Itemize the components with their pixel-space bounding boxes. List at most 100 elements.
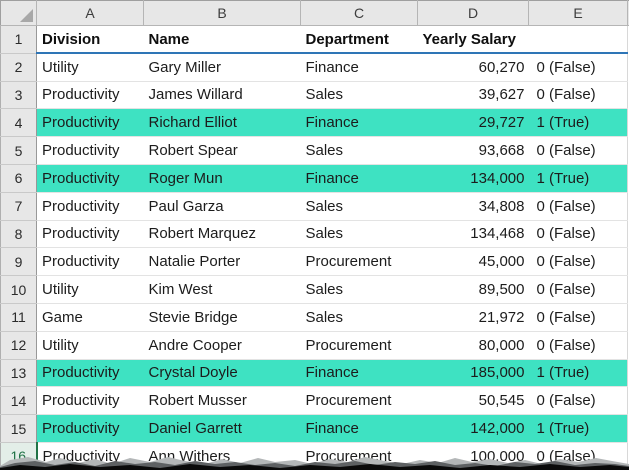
cell-flag[interactable]: 1 (True) — [528, 164, 628, 193]
cell-department[interactable]: Sales — [300, 81, 418, 110]
cell-name[interactable]: Stevie Bridge — [143, 303, 301, 332]
cell-division[interactable]: Productivity — [36, 247, 144, 277]
cell-name[interactable]: Robert Marquez — [143, 220, 301, 249]
cell-name[interactable]: Crystal Doyle — [143, 359, 301, 388]
cell-name[interactable]: Robert Spear — [143, 136, 301, 165]
cell-flag[interactable]: 0 (False) — [528, 247, 628, 277]
cell-salary[interactable]: 185,000 — [417, 359, 529, 388]
cell-division[interactable]: Productivity — [36, 442, 144, 470]
cell-flag[interactable]: 1 (True) — [528, 108, 628, 138]
cell-salary[interactable]: 60,270 — [417, 53, 529, 82]
cell-division[interactable]: Productivity — [36, 136, 144, 165]
cell-flag[interactable]: 0 (False) — [528, 442, 628, 470]
cell-flag[interactable]: 0 (False) — [528, 331, 628, 360]
cell-salary[interactable]: 39,627 — [417, 81, 529, 110]
cell-name[interactable]: Daniel Garrett — [143, 414, 301, 443]
cell-division[interactable]: Game — [36, 303, 144, 332]
row-number[interactable]: 11 — [0, 303, 37, 332]
cell-name[interactable]: Paul Garza — [143, 192, 301, 221]
cell-division[interactable]: Productivity — [36, 386, 144, 416]
cell-header-name[interactable]: Name — [143, 25, 301, 55]
cell-name[interactable]: Gary Miller — [143, 53, 301, 82]
row-number[interactable]: 4 — [0, 108, 37, 138]
cell-division[interactable]: Utility — [36, 331, 144, 360]
cell-name[interactable]: Richard Elliot — [143, 108, 301, 138]
cell-department[interactable]: Procurement — [300, 386, 418, 416]
cell-salary[interactable]: 50,545 — [417, 386, 529, 416]
cell-salary[interactable]: 142,000 — [417, 414, 529, 443]
cell-flag[interactable]: 0 (False) — [528, 136, 628, 165]
cell-department[interactable]: Procurement — [300, 331, 418, 360]
row-number[interactable]: 1 — [0, 25, 37, 54]
row-number[interactable]: 7 — [0, 192, 37, 221]
cell-department[interactable]: Finance — [300, 108, 418, 138]
cell-salary[interactable]: 89,500 — [417, 275, 529, 304]
cell-header-empty[interactable] — [528, 25, 628, 55]
cell-division[interactable]: Productivity — [36, 164, 144, 193]
row-number[interactable]: 12 — [0, 331, 37, 360]
row-number[interactable]: 15 — [0, 414, 37, 443]
cell-name[interactable]: Robert Musser — [143, 386, 301, 416]
cell-division[interactable]: Productivity — [36, 192, 144, 221]
row-number[interactable]: 5 — [0, 136, 37, 165]
cell-salary[interactable]: 134,468 — [417, 220, 529, 249]
cell-department[interactable]: Procurement — [300, 247, 418, 277]
cell-department[interactable]: Finance — [300, 53, 418, 82]
cell-salary[interactable]: 134,000 — [417, 164, 529, 193]
column-header-d[interactable]: D — [417, 0, 529, 26]
cell-flag[interactable]: 0 (False) — [528, 275, 628, 304]
row-number[interactable]: 16 — [0, 442, 38, 470]
column-header-e[interactable]: E — [528, 0, 628, 26]
row-number[interactable]: 6 — [0, 164, 37, 193]
row-number[interactable]: 14 — [0, 386, 37, 416]
cell-division[interactable]: Utility — [36, 53, 144, 82]
cell-header-division[interactable]: Division — [36, 25, 144, 55]
cell-flag[interactable]: 0 (False) — [528, 386, 628, 416]
cell-salary[interactable]: 34,808 — [417, 192, 529, 221]
cell-salary[interactable]: 21,972 — [417, 303, 529, 332]
row-number[interactable]: 2 — [0, 53, 37, 82]
cell-flag[interactable]: 0 (False) — [528, 220, 628, 249]
cell-flag[interactable]: 1 (True) — [528, 359, 628, 388]
cell-flag[interactable]: 0 (False) — [528, 303, 628, 332]
cell-salary[interactable]: 100,000 — [417, 442, 529, 470]
cell-salary[interactable]: 93,668 — [417, 136, 529, 165]
row-number[interactable]: 3 — [0, 81, 37, 110]
cell-department[interactable]: Finance — [300, 359, 418, 388]
cell-department[interactable]: Finance — [300, 164, 418, 193]
cell-name[interactable]: Ann Withers — [143, 442, 301, 470]
cell-department[interactable]: Sales — [300, 303, 418, 332]
cell-name[interactable]: James Willard — [143, 81, 301, 110]
cell-flag[interactable]: 1 (True) — [528, 414, 628, 443]
cell-department[interactable]: Procurement — [300, 442, 418, 470]
cell-name[interactable]: Andre Cooper — [143, 331, 301, 360]
cell-salary[interactable]: 80,000 — [417, 331, 529, 360]
cell-salary[interactable]: 45,000 — [417, 247, 529, 277]
cell-division[interactable]: Productivity — [36, 81, 144, 110]
cell-division[interactable]: Productivity — [36, 220, 144, 249]
cell-division[interactable]: Productivity — [36, 359, 144, 388]
cell-flag[interactable]: 0 (False) — [528, 53, 628, 82]
cell-division[interactable]: Productivity — [36, 108, 144, 138]
row-number[interactable]: 8 — [0, 220, 37, 249]
cell-salary[interactable]: 29,727 — [417, 108, 529, 138]
cell-name[interactable]: Natalie Porter — [143, 247, 301, 277]
cell-division[interactable]: Utility — [36, 275, 144, 304]
select-all-button[interactable] — [0, 0, 37, 26]
column-header-a[interactable]: A — [36, 0, 144, 26]
row-number[interactable]: 9 — [0, 247, 37, 277]
cell-header-salary[interactable]: Yearly Salary — [417, 25, 529, 55]
column-header-b[interactable]: B — [143, 0, 301, 26]
row-number[interactable]: 10 — [0, 275, 37, 304]
cell-name[interactable]: Kim West — [143, 275, 301, 304]
cell-name[interactable]: Roger Mun — [143, 164, 301, 193]
cell-department[interactable]: Sales — [300, 220, 418, 249]
cell-flag[interactable]: 0 (False) — [528, 81, 628, 110]
cell-department[interactable]: Sales — [300, 275, 418, 304]
column-header-c[interactable]: C — [300, 0, 418, 26]
cell-header-department[interactable]: Department — [300, 25, 418, 55]
row-number[interactable]: 13 — [0, 359, 37, 388]
cell-division[interactable]: Productivity — [36, 414, 144, 443]
cell-department[interactable]: Finance — [300, 414, 418, 443]
cell-department[interactable]: Sales — [300, 136, 418, 165]
